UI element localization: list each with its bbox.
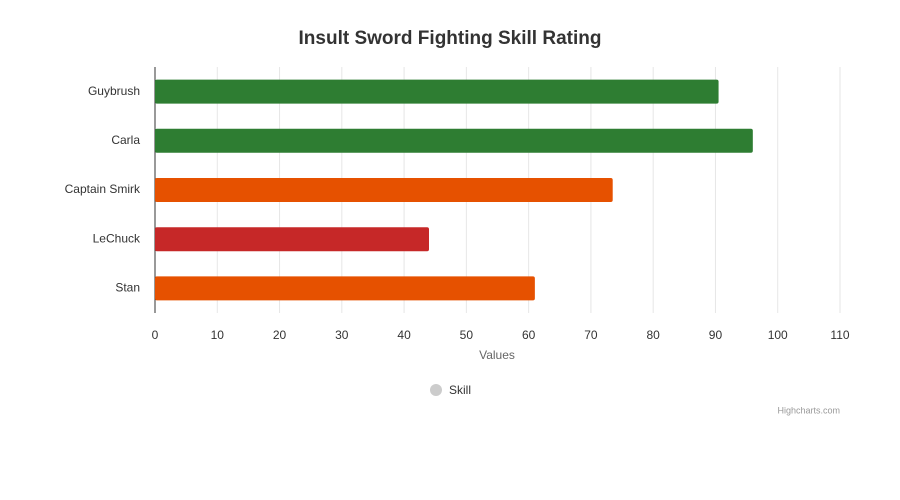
x-tick-label: 40 — [397, 328, 411, 342]
x-tick-label: 30 — [335, 328, 349, 342]
y-tick-label: LeChuck — [93, 231, 141, 245]
chart-title: Insult Sword Fighting Skill Rating — [299, 28, 602, 49]
bar — [155, 227, 429, 252]
bar — [155, 276, 535, 301]
x-tick-label: 20 — [273, 328, 287, 342]
x-tick-label: 90 — [709, 328, 723, 342]
legend-label[interactable]: Skill — [449, 383, 471, 397]
bar — [155, 178, 613, 202]
bar — [155, 79, 719, 104]
y-tick-label: Captain Smirk — [65, 182, 141, 196]
x-tick-label: 60 — [522, 328, 536, 342]
x-tick-label: 10 — [211, 328, 225, 342]
x-tick-label: 0 — [152, 328, 159, 342]
legend-symbol[interactable] — [430, 384, 442, 396]
x-tick-label: 70 — [584, 328, 598, 342]
credits[interactable]: Highcharts.com — [777, 405, 840, 415]
x-tick-label: 50 — [460, 328, 474, 342]
y-tick-label: Carla — [111, 133, 140, 147]
x-tick-label: 100 — [768, 328, 788, 342]
x-tick-label: 80 — [647, 328, 661, 342]
x-tick-label: 110 — [830, 328, 849, 342]
bar — [155, 128, 753, 153]
y-tick-label: Guybrush — [88, 84, 140, 98]
x-axis-title: Values — [479, 348, 515, 362]
y-tick-label: Stan — [115, 281, 140, 295]
